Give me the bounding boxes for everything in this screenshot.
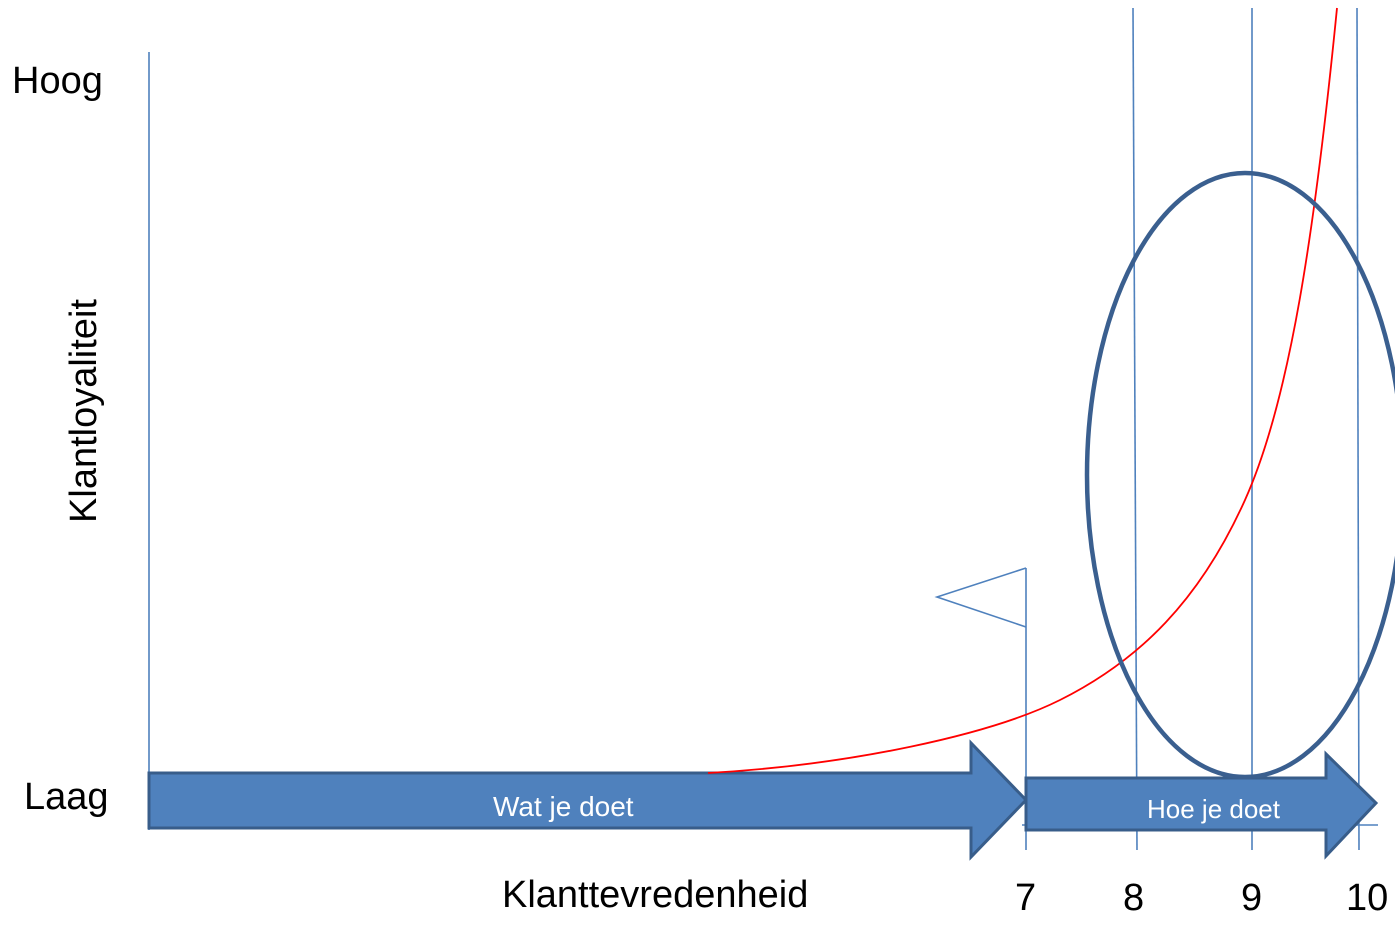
gridline-8 — [1133, 8, 1137, 850]
x-axis-title: Klanttevredenheid — [502, 876, 808, 914]
tick-10: 10 — [1346, 879, 1388, 917]
gridline-10 — [1357, 8, 1359, 850]
loyalty-curve — [708, 8, 1337, 773]
arrow-what-label: Wat je doet — [493, 793, 634, 821]
y-high-label: Hoog — [12, 62, 103, 100]
tick-8: 8 — [1123, 879, 1144, 917]
arrow-how-label: Hoe je doet — [1147, 796, 1280, 822]
y-axis-title: Klantloyaliteit — [65, 299, 103, 523]
highlight-ellipse — [1087, 173, 1395, 777]
tick-7: 7 — [1015, 879, 1036, 917]
flag-icon — [937, 568, 1026, 627]
tick-9: 9 — [1241, 879, 1262, 917]
y-low-label: Laag — [24, 778, 109, 816]
